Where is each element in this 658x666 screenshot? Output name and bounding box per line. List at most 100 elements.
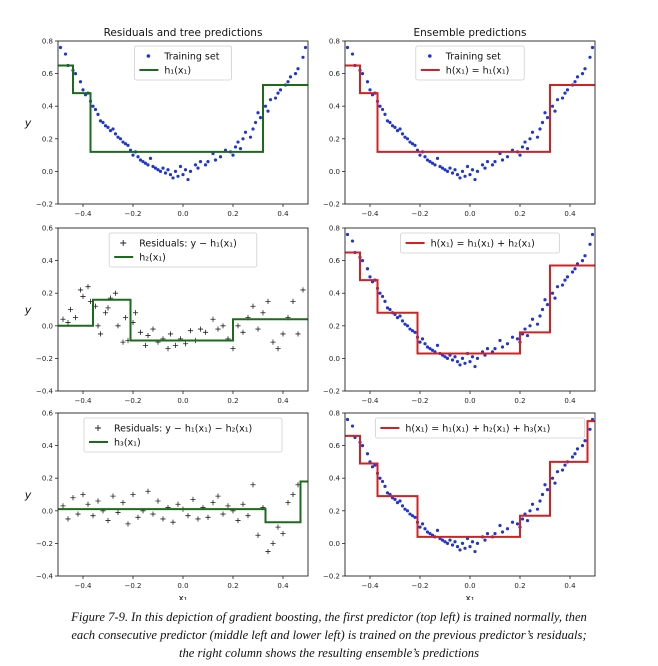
data-point [550, 291, 555, 295]
data-point [445, 169, 450, 173]
data-point [293, 72, 298, 76]
data-point [220, 323, 226, 329]
data-point [543, 483, 547, 487]
data-point [500, 158, 505, 162]
data-point [393, 125, 397, 129]
data-point [480, 163, 485, 167]
y-tick-label: 0.0 [42, 507, 53, 515]
data-point [93, 107, 98, 112]
x-tick-label: 0.4 [277, 210, 289, 218]
data-point [418, 525, 422, 529]
data-point [193, 163, 198, 167]
data-point [263, 104, 268, 108]
data-point [428, 532, 432, 536]
data-point [73, 72, 78, 76]
plot-frame [57, 40, 309, 205]
data-point [101, 120, 105, 125]
data-point [78, 80, 83, 84]
data-point [218, 155, 223, 159]
data-point [545, 303, 550, 307]
data-point [413, 515, 417, 519]
data-point [408, 140, 412, 144]
y-tick-label: −0.2 [36, 201, 53, 209]
data-point [63, 52, 68, 56]
legend-label: h(x₁) = h₁(x₁) [446, 66, 510, 77]
y-tick-label: 0.2 [329, 135, 340, 143]
data-point [103, 124, 108, 128]
data-point [590, 45, 595, 50]
data-point [560, 468, 565, 472]
data-point [515, 522, 520, 526]
data-point [583, 254, 587, 258]
data-point [550, 104, 555, 108]
data-point [395, 316, 400, 320]
data-point [573, 452, 577, 456]
data-point [230, 346, 236, 352]
data-point [80, 293, 86, 300]
legend-label: Training set [163, 52, 219, 63]
data-point [435, 156, 440, 160]
data-point [428, 160, 432, 164]
data-point [60, 503, 66, 509]
data-point [280, 331, 286, 337]
legend-label: Residuals: y − h₁(x₁) − h₂(x₁) [114, 424, 252, 435]
data-point [450, 171, 455, 175]
data-point [540, 307, 545, 312]
y-tick-label: 0.6 [42, 410, 54, 418]
data-point [158, 169, 163, 173]
data-point [285, 500, 291, 506]
data-point [345, 232, 350, 237]
data-point [403, 507, 407, 511]
data-point [225, 503, 231, 509]
data-point [453, 540, 457, 544]
data-point [440, 538, 445, 542]
data-point [96, 112, 100, 116]
x-tick-label: −0.2 [125, 582, 142, 590]
data-point [173, 169, 178, 173]
data-point [453, 355, 457, 359]
data-point [493, 532, 497, 536]
legend-label: Training set [445, 52, 501, 63]
data-point [555, 98, 560, 102]
y-axis-label: y [24, 117, 32, 130]
figure-canvas: Residuals and tree predictions −0.4 −0.2 0.… [24, 27, 596, 600]
data-point [583, 439, 587, 443]
x-tick-label: −0.4 [75, 397, 93, 405]
data-point [120, 500, 126, 506]
data-point [455, 545, 460, 549]
data-point [187, 328, 194, 334]
x-tick-label: 0.2 [514, 582, 525, 590]
data-point [438, 164, 442, 169]
data-point [485, 160, 490, 164]
y-tick-label: 0.0 [329, 355, 340, 363]
data-point [235, 517, 241, 524]
subplot-title: Ensemble predictions [414, 27, 527, 39]
data-point [380, 294, 385, 299]
data-point [458, 363, 462, 367]
data-point [301, 55, 305, 59]
data-point [195, 516, 201, 522]
data-point [130, 491, 136, 498]
data-point [196, 166, 200, 170]
data-point [123, 142, 128, 146]
data-point [168, 173, 173, 177]
x-tick-label: 0.0 [464, 397, 475, 405]
y-tick-label: 0.4 [329, 290, 341, 298]
data-point [483, 166, 487, 170]
y-tick-label: −0.2 [36, 540, 53, 548]
data-point [463, 174, 467, 178]
data-point [425, 158, 430, 162]
x-tick-label: −0.4 [75, 582, 93, 590]
data-point [400, 319, 405, 323]
data-point [350, 424, 355, 428]
data-point [256, 111, 260, 115]
plot-frame [344, 412, 596, 577]
data-point [505, 527, 510, 531]
data-point [265, 298, 271, 304]
data-point [145, 488, 151, 494]
caption-line-1: Figure 7-9. In this depiction of gradien… [71, 610, 587, 624]
x-tick-label: 0.4 [564, 397, 576, 405]
data-point [435, 343, 440, 347]
data-point [423, 342, 427, 346]
data-point [110, 493, 116, 499]
